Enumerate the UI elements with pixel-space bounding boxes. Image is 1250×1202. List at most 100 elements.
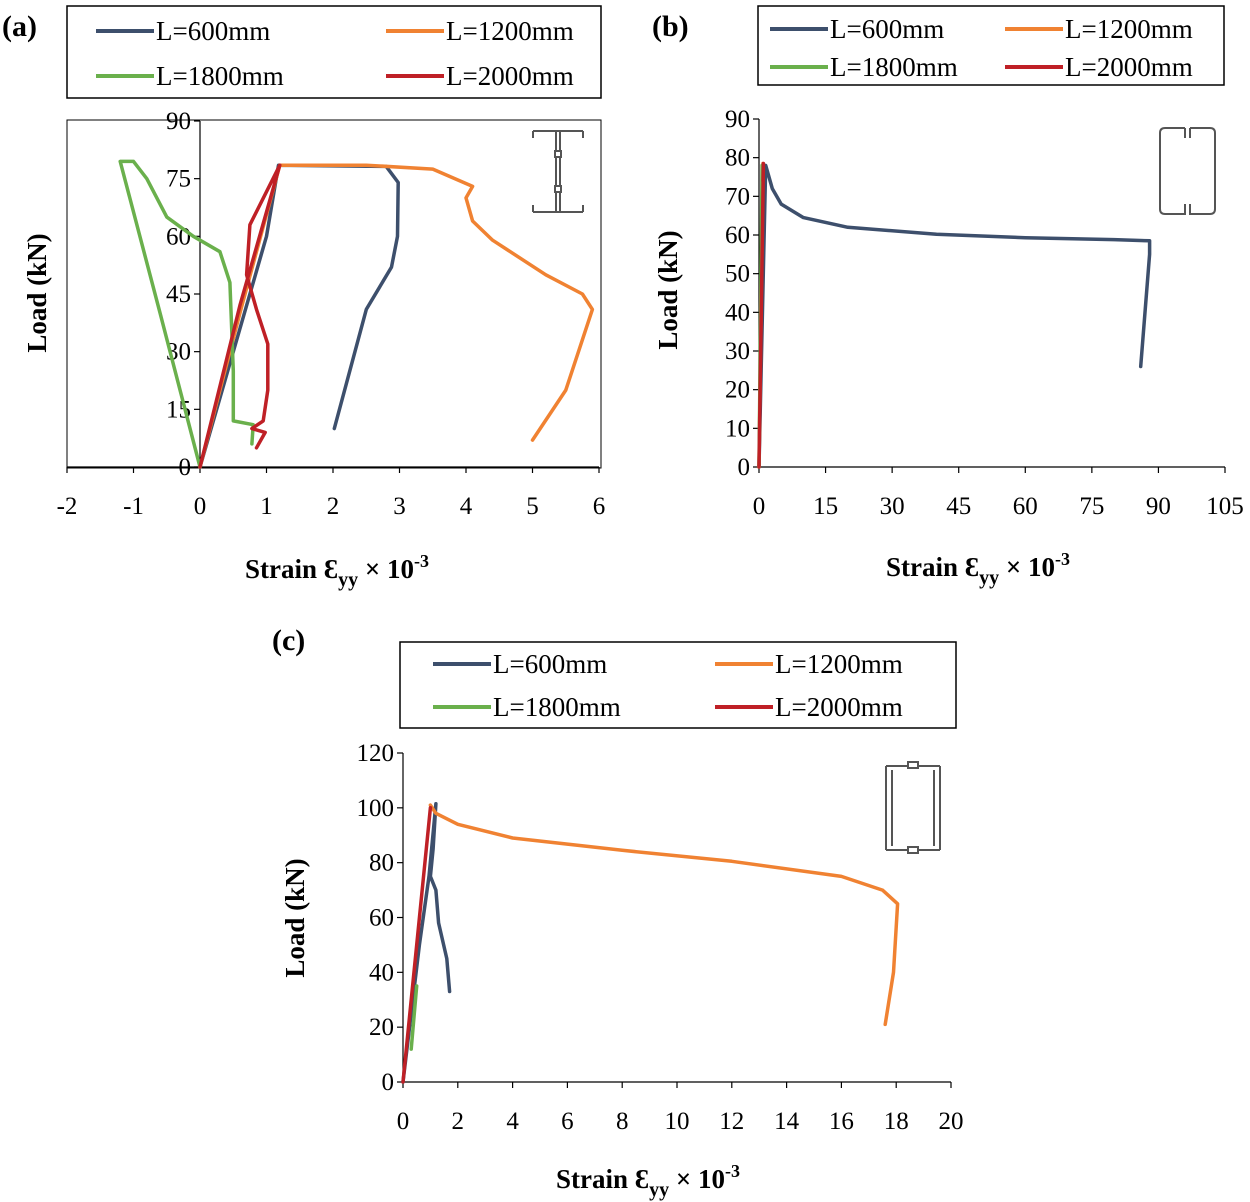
panel-b-axes: 0 10 20 30 40 50 60 70 80 90 0 15 30 45 60 75 90 105 — [725, 106, 1244, 520]
y-tick-label: 75 — [166, 166, 191, 193]
y-tick-label: 10 — [725, 415, 750, 442]
panel-a: (a) L=600mm L=1200mm L=1800mm L=2000mm 0 1 5 3… — [2, 5, 606, 591]
y-tick-label: 120 — [357, 740, 395, 767]
panel-b-label: (b) — [652, 10, 689, 43]
y-tick-label: 90 — [725, 106, 750, 133]
x-tick-label: -1 — [123, 493, 144, 520]
legend-label: L=1200mm — [1065, 14, 1193, 44]
x-tick-label: 5 — [526, 493, 539, 520]
series-line-l-600mm — [757, 163, 1152, 469]
series-line-l-2000mm — [757, 161, 766, 469]
y-tick-label: 0 — [179, 454, 192, 481]
x-tick-label: 4 — [506, 1108, 519, 1135]
x-tick-label: 0 — [194, 493, 207, 520]
y-tick-label: 60 — [369, 905, 394, 932]
y-tick-label: 70 — [725, 183, 750, 210]
y-tick-label: 20 — [369, 1014, 394, 1041]
legend-label: L=2000mm — [775, 692, 903, 722]
y-tick-label: 0 — [738, 454, 751, 481]
y-tick-label: 100 — [357, 795, 395, 822]
panel-a-series — [118, 159, 595, 469]
panel-c-section-icon — [885, 761, 941, 854]
legend-label: L=1800mm — [830, 52, 958, 82]
x-tick-label: 45 — [946, 493, 971, 520]
panel-c-x-axis-title: Strain Ɛyy × 10-3 — [556, 1161, 740, 1201]
y-tick-label: 0 — [382, 1069, 395, 1096]
x-tick-label: 0 — [397, 1108, 410, 1135]
panel-b-legend-entries: L=600mm L=1200mm L=1800mm L=2000mm — [770, 14, 1193, 82]
x-tick-label: 90 — [1146, 493, 1171, 520]
x-tick-label: 2 — [327, 493, 340, 520]
panel-c-axes: 0 20 40 60 80 100 120 0 2 4 6 8 10 12 14 16 18 20 — [357, 740, 964, 1135]
x-tick-label: -2 — [57, 493, 78, 520]
x-tick-label: 20 — [939, 1108, 964, 1135]
x-tick-label: 6 — [593, 493, 606, 520]
legend-label: L=2000mm — [1065, 52, 1193, 82]
panel-a-legend-entries: L=600mm L=1200mm L=1800mm L=2000mm — [96, 16, 574, 91]
y-tick-label: 80 — [725, 145, 750, 172]
y-tick-label: 80 — [369, 850, 394, 877]
legend-label: L=1800mm — [156, 61, 284, 91]
x-tick-label: 16 — [829, 1108, 854, 1135]
y-tick-label: 50 — [725, 261, 750, 288]
series-line-l-1200mm — [198, 163, 595, 469]
legend-label: L=600mm — [156, 16, 270, 46]
series-line-l-2000mm — [198, 163, 282, 469]
series-line-l-1800mm — [118, 159, 255, 469]
y-tick-label: 40 — [725, 299, 750, 326]
panel-b-series — [757, 161, 1152, 469]
panel-c-series — [401, 801, 900, 1084]
panel-c-y-axis-title: Load (kN) — [280, 858, 310, 977]
legend-label: L=1200mm — [775, 649, 903, 679]
panel-a-x-axis-title: Strain Ɛyy × 10-3 — [245, 551, 429, 591]
panel-c-legend — [399, 641, 957, 729]
panel-a-label: (a) — [2, 10, 37, 43]
y-tick-label: 60 — [166, 223, 191, 250]
panel-a-legend — [66, 5, 602, 99]
x-tick-label: 2 — [452, 1108, 465, 1135]
x-tick-label: 4 — [460, 493, 473, 520]
x-tick-label: 15 — [813, 493, 838, 520]
y-tick-label: 45 — [166, 281, 191, 308]
panel-b-x-axis-title: Strain Ɛyy × 10-3 — [886, 549, 1070, 589]
panel-b: (b) L=600mm L=1200mm L=1800mm L=2000mm 0 10 2… — [652, 5, 1244, 589]
x-tick-label: 0 — [753, 493, 766, 520]
x-tick-label: 105 — [1206, 493, 1244, 520]
y-tick-label: 20 — [725, 377, 750, 404]
x-tick-label: 18 — [884, 1108, 909, 1135]
legend-label: L=1200mm — [446, 16, 574, 46]
x-tick-label: 8 — [616, 1108, 629, 1135]
series-line-l-600mm — [198, 163, 400, 469]
panel-b-section-icon — [1159, 127, 1216, 215]
x-tick-label: 12 — [719, 1108, 744, 1135]
panel-b-legend — [757, 5, 1225, 86]
series-line-l-2000mm — [401, 806, 433, 1084]
x-tick-label: 14 — [774, 1108, 800, 1135]
panel-b-y-axis-title: Load (kN) — [653, 230, 683, 349]
x-tick-label: 30 — [880, 493, 905, 520]
legend-label: L=600mm — [493, 649, 607, 679]
x-tick-label: 1 — [260, 493, 273, 520]
legend-label: L=600mm — [830, 14, 944, 44]
x-tick-label: 75 — [1079, 493, 1104, 520]
panel-a-section-icon — [532, 130, 584, 213]
series-line-l-600mm — [401, 801, 452, 1084]
x-tick-label: 6 — [561, 1108, 574, 1135]
panel-c-label: (c) — [272, 624, 305, 657]
legend-label: L=2000mm — [446, 61, 574, 91]
legend-label: L=1800mm — [493, 692, 621, 722]
y-tick-label: 60 — [725, 222, 750, 249]
panel-c-legend-entries: L=600mm L=1200mm L=1800mm L=2000mm — [433, 649, 903, 722]
x-tick-label: 3 — [393, 493, 406, 520]
y-tick-label: 40 — [369, 959, 394, 986]
x-tick-label: 10 — [665, 1108, 690, 1135]
x-tick-label: 60 — [1013, 493, 1038, 520]
panel-a-plot-frame — [66, 119, 602, 469]
series-line-l-1200mm — [428, 803, 900, 1027]
y-tick-label: 30 — [725, 338, 750, 365]
series-line-l-1800mm — [409, 984, 419, 1051]
y-tick-label: 90 — [166, 108, 191, 135]
panel-a-y-axis-title: Load (kN) — [22, 233, 52, 352]
